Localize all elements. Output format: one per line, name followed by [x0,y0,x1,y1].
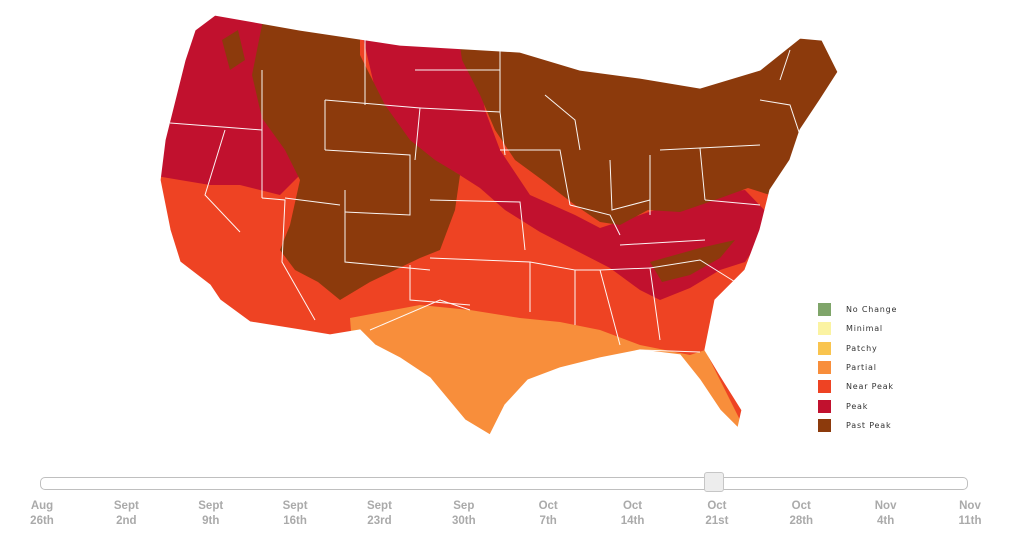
timeline-tick-labels: Aug 26th Sept 2nd Sept 9th Sept 16th Sept 23r… [0,499,1023,533]
legend-swatch [818,418,831,432]
tick-label-sept-9: Sept 9th [198,500,224,527]
legend-item-past-peak: Past Peak [818,416,897,435]
tick-label-oct-21: Oct 21st [705,500,729,527]
tick-label-sept-23: Sept 23rd [366,500,392,527]
legend-item-partial: Partial [818,358,897,377]
legend-label: Partial [846,363,877,373]
timeline-slider-track[interactable] [40,477,968,490]
legend-label: Patchy [846,343,878,353]
tick-label-sept-2: Sept 2nd [113,500,139,527]
region-past-peak-rockies [252,15,460,300]
legend-label: Minimal [846,324,883,334]
legend-item-patchy: Patchy [818,339,897,358]
tick-label-oct-14: Oct 14th [620,500,645,527]
legend-swatch [818,399,831,413]
legend-swatch [818,303,831,317]
tick-label-aug-26: Aug 26th [30,500,54,527]
us-outline [159,14,839,436]
legend-label: Near Peak [846,382,894,392]
legend-swatch [818,361,831,375]
legend-item-minimal: Minimal [818,319,897,338]
legend: No Change Minimal Patchy Partial Near Pe… [818,300,897,435]
legend-swatch [818,341,831,355]
legend-label: No Change [846,305,898,315]
tick-label-sept-16: Sept 16th [282,500,308,527]
foliage-map [159,14,839,436]
legend-label: Past Peak [846,420,892,430]
legend-swatch [818,380,831,394]
us-map-svg [159,14,839,436]
timeline-slider-handle[interactable] [703,472,724,492]
tick-label-oct-28: Oct 28th [789,500,814,527]
legend-item-no-change: No Change [818,300,897,319]
region-past-peak-wa [222,30,245,70]
legend-swatch [818,322,831,336]
tick-label-sep-30: Sep 30th [451,500,476,527]
legend-item-near-peak: Near Peak [818,377,897,396]
region-peak-plains [360,25,772,300]
legend-label: Peak [846,401,869,411]
state-borders [169,28,801,353]
legend-item-peak: Peak [818,396,897,415]
tick-label-oct-7: Oct 7th [538,500,558,527]
tick-label-nov-11: Nov 11th [958,500,982,527]
tick-label-nov-4: Nov 4th [874,500,897,527]
